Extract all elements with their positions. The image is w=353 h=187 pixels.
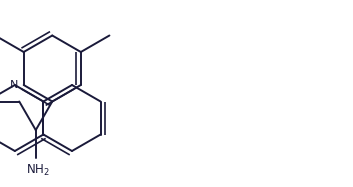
Text: NH$_2$: NH$_2$: [26, 163, 50, 178]
Text: N: N: [10, 80, 18, 90]
